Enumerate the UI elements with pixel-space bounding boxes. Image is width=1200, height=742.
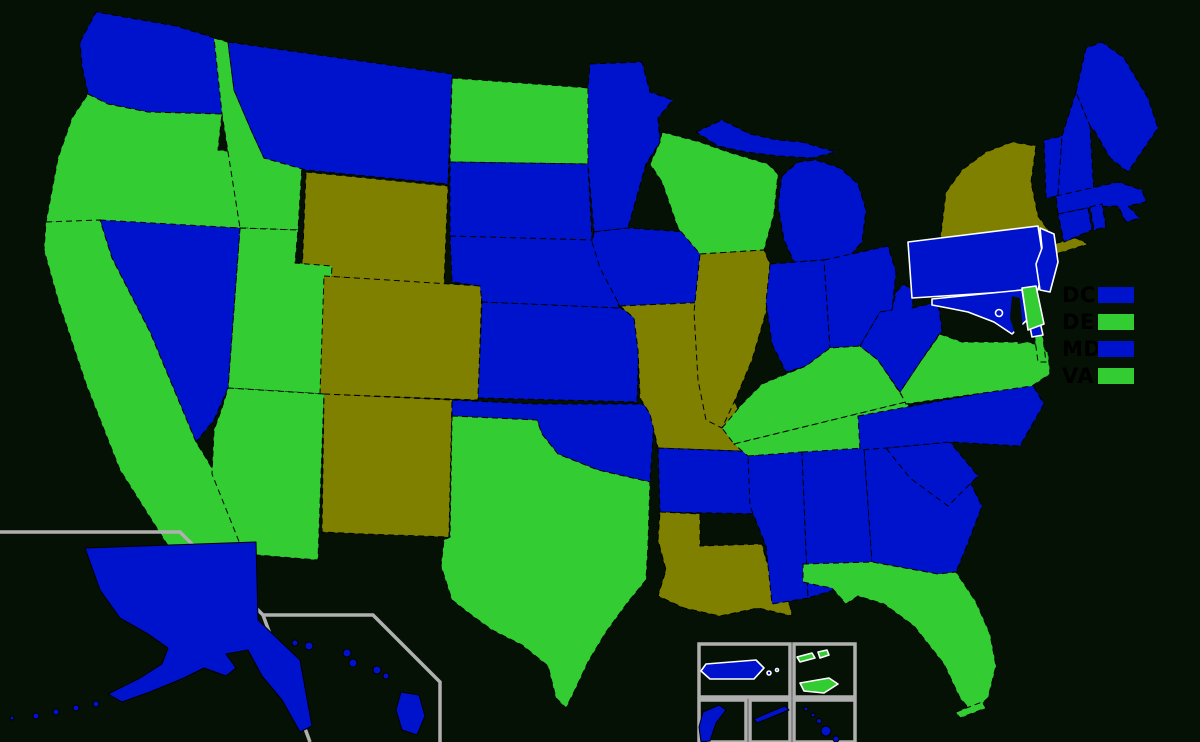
territory-as-island	[816, 718, 822, 724]
state-ak-aleutian-island	[9, 715, 15, 721]
state-oh	[823, 245, 897, 349]
legend-label-md: MD	[1062, 337, 1102, 361]
state-mn	[587, 61, 674, 233]
territory-vi	[796, 652, 816, 663]
legend-label-dc: DC	[1062, 283, 1096, 307]
state-fl-keys	[955, 701, 987, 719]
state-ak-aleutian-island	[52, 708, 60, 716]
state-id	[213, 37, 303, 231]
guam-inset-box	[697, 698, 748, 742]
state-ky	[721, 345, 907, 445]
state-nj	[1035, 227, 1059, 293]
legend-row-de: DE	[1062, 310, 1134, 334]
state-nm	[321, 393, 453, 538]
legend-row-va: VA	[1062, 364, 1134, 388]
territory-pr-islet	[766, 670, 772, 676]
state-ak	[84, 541, 313, 733]
state-hi-island	[372, 665, 382, 675]
state-az	[211, 387, 325, 561]
territory-pr	[700, 659, 765, 680]
state-fl	[802, 561, 997, 713]
legend-row-dc: DC	[1062, 283, 1134, 307]
territory-mp	[753, 705, 790, 724]
state-mi-upper	[695, 119, 837, 159]
state-vt	[1043, 135, 1063, 199]
legend-swatch-dc	[1098, 287, 1134, 303]
territory-as-island	[810, 712, 816, 718]
legend-swatch-md	[1098, 341, 1134, 357]
territory-gu	[698, 704, 727, 742]
territory-vi	[817, 649, 830, 659]
northern-marianas-inset-box	[748, 698, 792, 742]
territory-pr-islet	[774, 667, 780, 673]
territory-as-island	[820, 725, 832, 737]
territory-vi	[799, 677, 839, 694]
state-nh	[1057, 91, 1095, 197]
chesapeake-bay	[1010, 296, 1028, 344]
state-ma	[1055, 181, 1147, 223]
state-hi-island	[342, 648, 352, 658]
state-ri	[1089, 203, 1107, 231]
state-ak-aleutian-island	[92, 700, 100, 708]
state-nc	[857, 383, 1045, 451]
state-hi-big-island	[395, 691, 426, 736]
state-hi-island	[291, 639, 299, 647]
state-dc	[994, 308, 1004, 318]
state-in	[765, 259, 831, 373]
state-tx	[440, 415, 651, 709]
state-ks	[477, 301, 641, 403]
hawaii-inset-border	[263, 613, 442, 742]
state-or	[45, 93, 241, 229]
state-hi-island	[304, 641, 314, 651]
state-nd	[449, 77, 591, 165]
puerto-rico-inset-box	[697, 642, 792, 699]
virgin-islands-inset-box	[792, 642, 857, 699]
state-mi-lower	[777, 159, 867, 263]
state-la	[657, 511, 793, 617]
state-me	[1075, 41, 1159, 173]
state-de	[1021, 285, 1045, 331]
state-ak-aleutian-island	[72, 704, 80, 712]
state-ak-aleutian-island	[32, 712, 40, 720]
state-wa	[79, 11, 229, 115]
territory-as-island	[803, 706, 809, 712]
territory-as-island	[832, 735, 840, 742]
legend: DC DE MD VA	[1062, 283, 1134, 395]
legend-label-va: VA	[1062, 364, 1095, 388]
state-hi-island	[382, 672, 390, 680]
state-ct	[1057, 207, 1093, 243]
state-co	[319, 275, 483, 401]
american-samoa-inset-box	[792, 698, 857, 742]
legend-row-md: MD	[1062, 337, 1134, 361]
legend-swatch-va	[1098, 368, 1134, 384]
state-sd	[449, 161, 593, 241]
legend-swatch-de	[1098, 314, 1134, 330]
state-hi-island	[348, 658, 358, 668]
state-il	[693, 249, 771, 429]
state-wv	[859, 283, 943, 393]
legend-label-de: DE	[1062, 310, 1095, 334]
